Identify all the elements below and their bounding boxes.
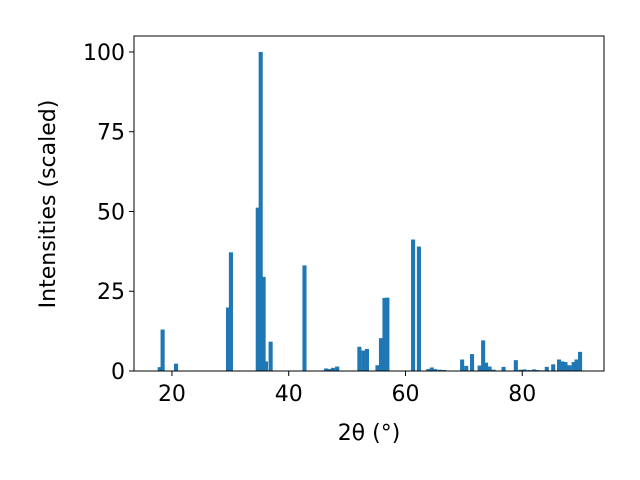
bar <box>578 351 583 371</box>
bar <box>487 366 492 371</box>
y-tick-label: 0 <box>111 360 125 385</box>
y-tick-label: 50 <box>97 200 125 225</box>
bar <box>263 361 268 371</box>
bar <box>531 369 536 371</box>
bar <box>268 341 273 371</box>
bar <box>357 346 362 371</box>
x-tick-label: 60 <box>391 382 419 407</box>
bar <box>225 307 231 371</box>
bar <box>426 369 431 371</box>
bar <box>557 359 562 371</box>
bar <box>501 366 506 371</box>
bar <box>433 369 438 371</box>
bar <box>324 368 329 371</box>
y-axis-label: Intensities (scaled) <box>36 100 61 309</box>
bar <box>331 367 336 371</box>
bar <box>481 340 486 371</box>
bar <box>378 338 384 371</box>
bar <box>228 252 233 371</box>
bar <box>157 367 162 371</box>
y-axis-ticks: 0 25 50 75 100 <box>83 41 134 385</box>
bar <box>411 239 416 371</box>
bar <box>327 369 332 371</box>
x-tick-label: 40 <box>275 382 303 407</box>
plot-frame <box>133 35 605 372</box>
bar <box>382 297 387 371</box>
bar <box>477 365 482 371</box>
x-tick-label: 20 <box>158 382 186 407</box>
bar <box>437 369 442 371</box>
bar <box>464 365 469 371</box>
bar <box>522 369 527 371</box>
bar <box>361 350 366 371</box>
x-axis-ticks: 20 40 60 80 <box>158 371 536 407</box>
bar <box>258 51 263 371</box>
bar <box>460 359 465 371</box>
bar <box>551 364 556 371</box>
bar <box>429 367 434 371</box>
bar <box>484 362 489 371</box>
bar <box>160 329 165 371</box>
bar <box>544 366 549 371</box>
x-tick-label: 80 <box>508 382 536 407</box>
bar <box>574 359 579 371</box>
bar <box>261 276 266 371</box>
bar <box>470 354 475 371</box>
y-tick-label: 25 <box>97 280 125 305</box>
bar <box>560 361 565 371</box>
y-tick-label: 75 <box>97 121 125 146</box>
bar <box>302 265 307 371</box>
x-axis-label: 2θ (°) <box>338 421 401 446</box>
bars <box>157 51 583 371</box>
bar <box>571 362 576 371</box>
bar <box>255 207 260 371</box>
bar <box>518 369 523 371</box>
bar <box>416 246 421 371</box>
bar <box>385 297 390 371</box>
bar <box>563 362 568 371</box>
bar <box>364 348 369 371</box>
bar <box>513 360 518 371</box>
bar <box>567 365 572 371</box>
bar <box>491 369 496 371</box>
bar <box>375 365 380 371</box>
bar <box>173 363 179 371</box>
bar <box>335 366 340 371</box>
y-tick-label: 100 <box>83 41 125 66</box>
